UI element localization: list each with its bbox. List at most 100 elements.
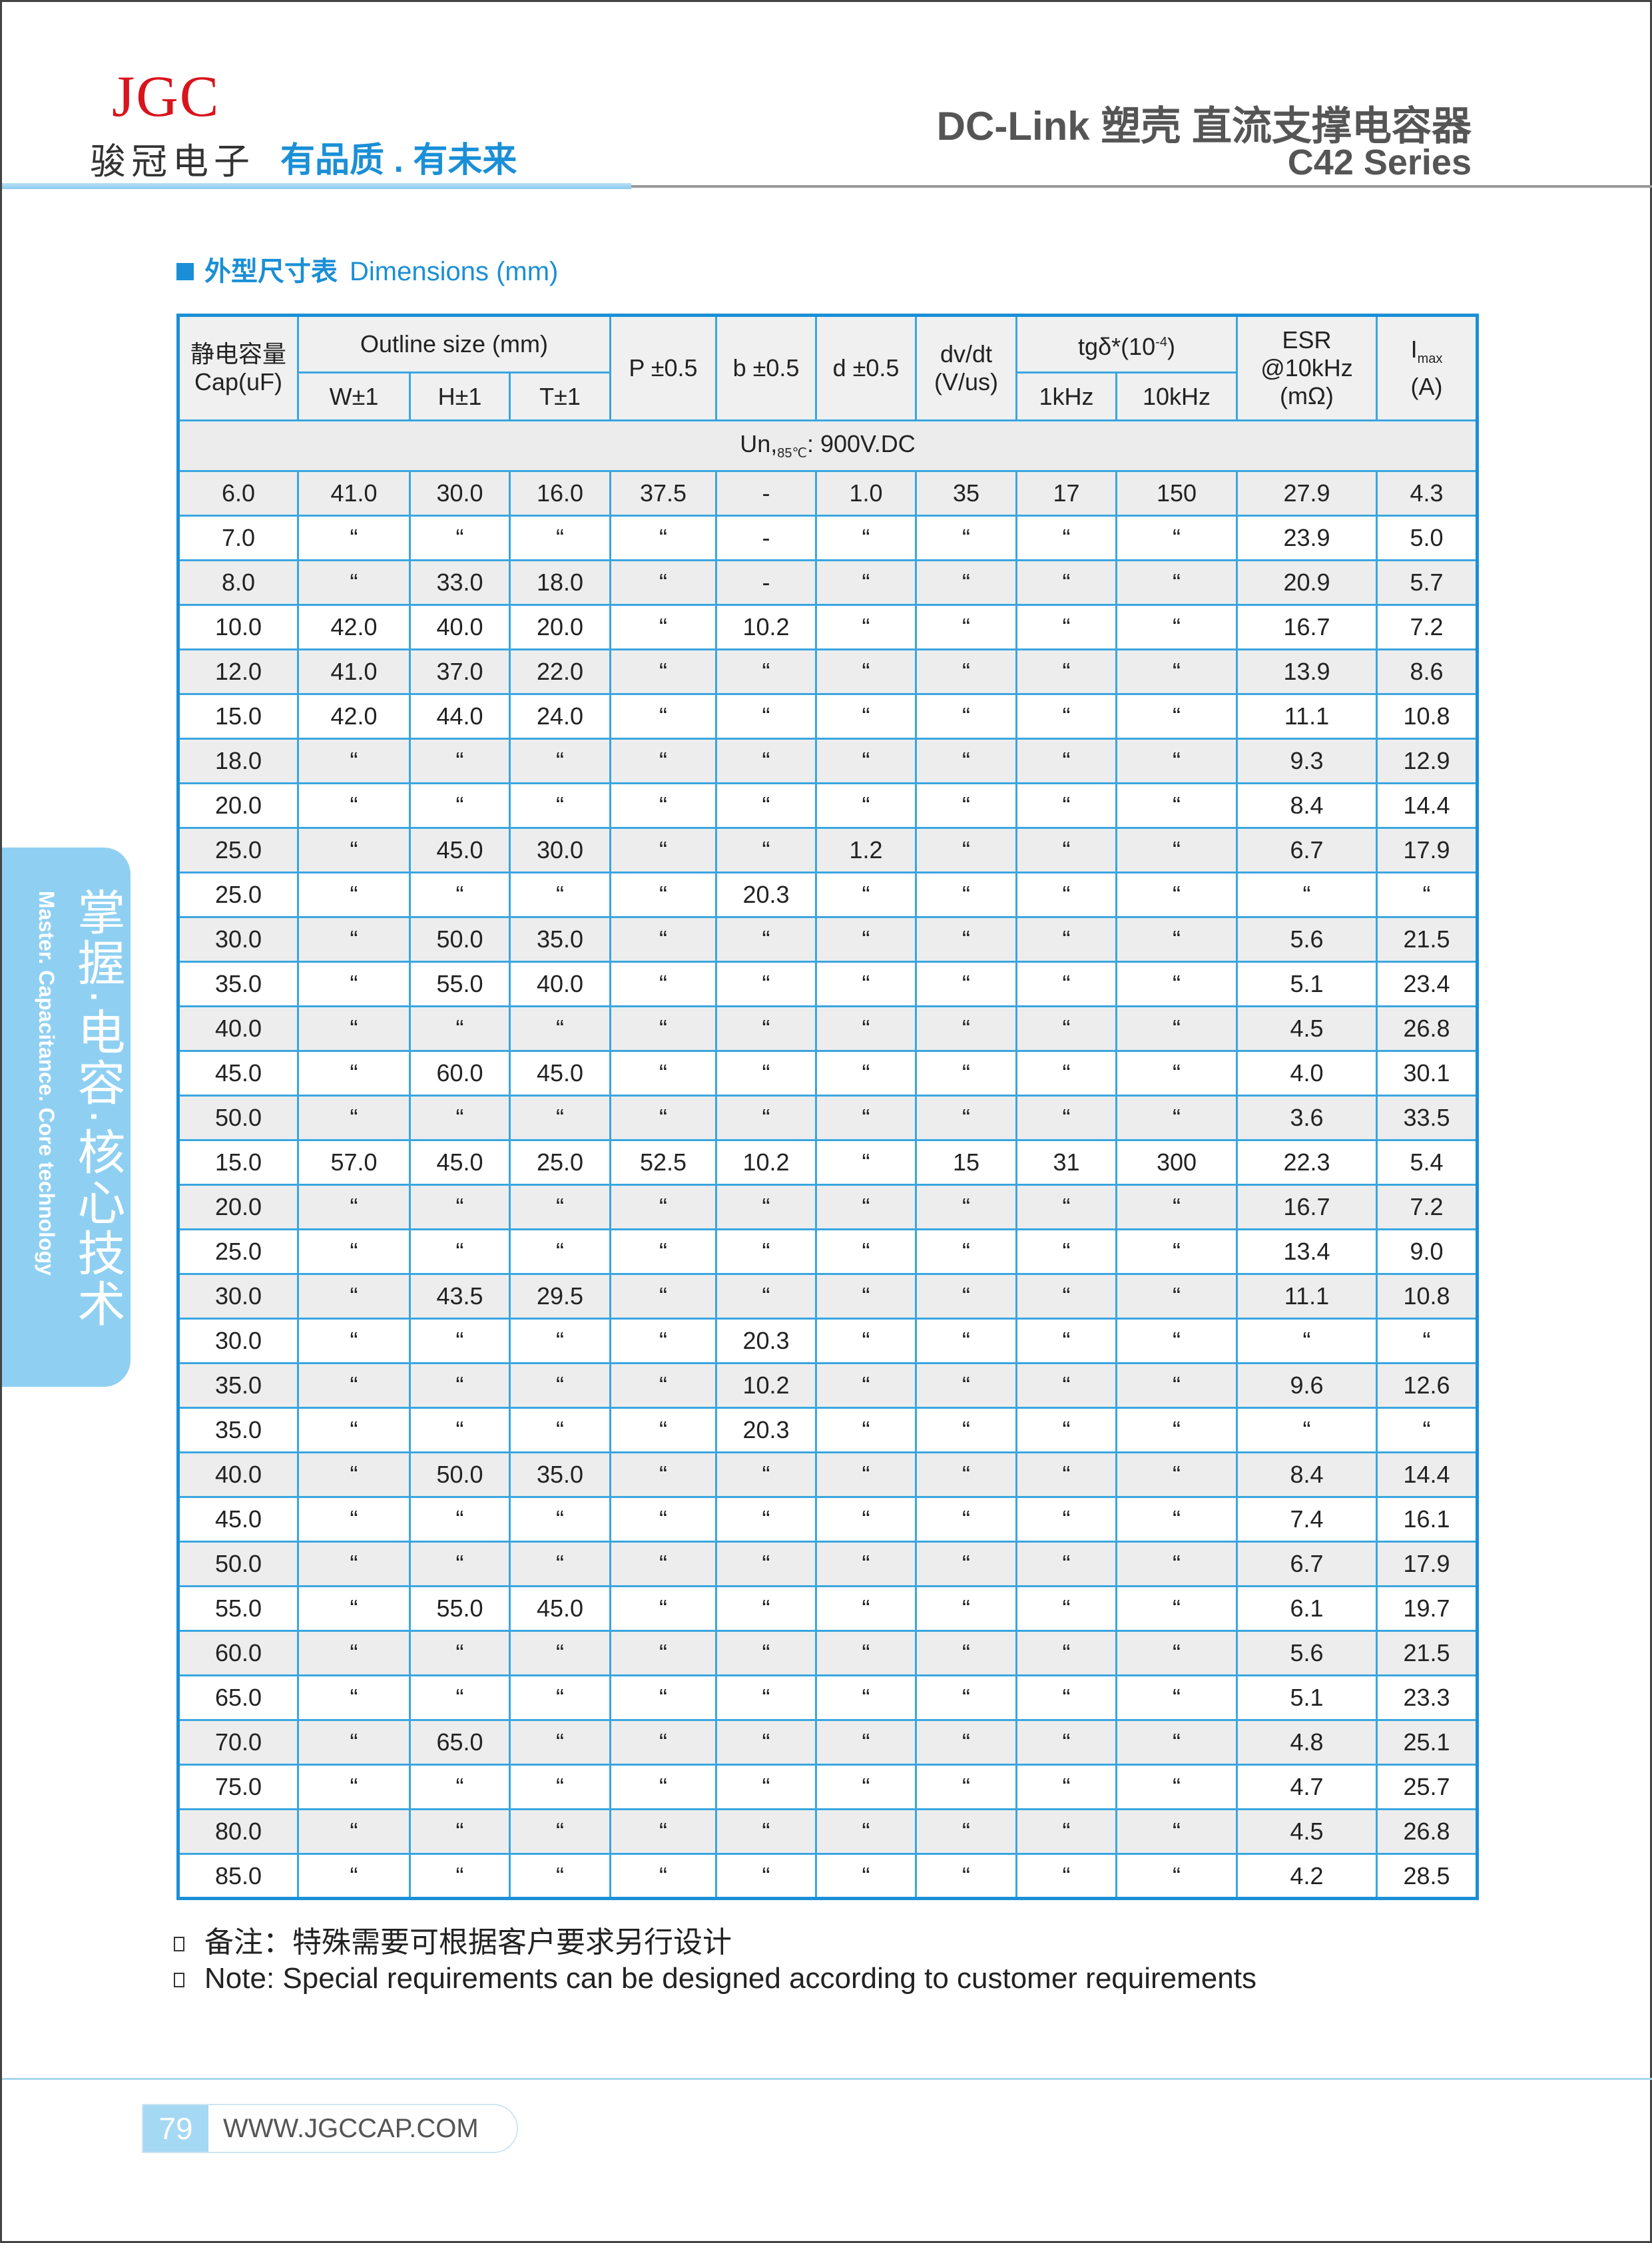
table-cell: “ bbox=[915, 1005, 1017, 1052]
table-cell: “ bbox=[915, 1273, 1017, 1320]
table-cell: “ bbox=[1236, 1318, 1378, 1364]
table-cell: “ bbox=[1115, 1184, 1238, 1230]
table-cell: 22.0 bbox=[509, 648, 611, 695]
table-cell: “ bbox=[609, 961, 717, 1007]
website-link[interactable]: WWW.JGCCAP.COM bbox=[223, 2113, 479, 2143]
table-cell: 25.0 bbox=[177, 872, 299, 918]
table-cell: “ bbox=[409, 1496, 511, 1543]
table-cell: 35 bbox=[915, 470, 1017, 517]
table-cell: “ bbox=[915, 1853, 1017, 1899]
table-cell: 45.0 bbox=[509, 1050, 611, 1097]
table-cell: “ bbox=[1115, 1095, 1238, 1141]
table-row: 25.0 ““““20.3 ““““““ bbox=[177, 872, 1478, 918]
table-cell: 5.6 bbox=[1236, 916, 1378, 963]
table-cell: “ bbox=[1115, 1228, 1238, 1275]
table-cell: 7.2 bbox=[1376, 604, 1478, 650]
table-cell: 41.0 bbox=[297, 648, 411, 695]
table-cell: “ bbox=[915, 1095, 1017, 1141]
table-cell: “ bbox=[1015, 872, 1117, 918]
table-cell: 18.0 bbox=[177, 738, 299, 784]
table-cell: “ bbox=[609, 916, 717, 963]
table-cell: “ bbox=[609, 515, 717, 561]
table-cell: “ bbox=[509, 515, 611, 561]
table-cell: 37.5 bbox=[609, 470, 717, 517]
table-row: 45.0 “60.0 45.0 ““““““4.0 30.1 bbox=[177, 1050, 1478, 1097]
table-cell: “ bbox=[297, 1674, 411, 1721]
table-cell: 4.5 bbox=[1236, 1005, 1378, 1052]
table-cell: 20.0 bbox=[177, 1184, 299, 1230]
table-cell: “ bbox=[915, 1050, 1017, 1097]
table-cell: “ bbox=[297, 782, 411, 829]
table-cell: 4.8 bbox=[1236, 1719, 1378, 1766]
table-cell: “ bbox=[409, 1362, 511, 1409]
table-cell: 65.0 bbox=[409, 1719, 511, 1766]
table-cell: “ bbox=[915, 872, 1017, 918]
table-cell: “ bbox=[509, 1005, 611, 1052]
table-cell: 25.0 bbox=[177, 1228, 299, 1275]
table-cell: 15 bbox=[915, 1139, 1017, 1186]
table-cell: 70.0 bbox=[177, 1719, 299, 1766]
table-cell: - bbox=[715, 515, 817, 561]
table-cell: “ bbox=[509, 1184, 611, 1230]
table-cell: “ bbox=[815, 1719, 917, 1766]
table-cell: “ bbox=[1015, 559, 1117, 606]
table-row: 7.0 ““““- ““““23.9 5.0 bbox=[177, 515, 1478, 561]
table-cell: “ bbox=[609, 1273, 717, 1320]
side-tab-cn: 掌握·电容·核心技术 bbox=[70, 887, 123, 1330]
table-cell: 23.3 bbox=[1376, 1674, 1478, 1721]
table-cell: 30.1 bbox=[1376, 1050, 1478, 1097]
table-cell: “ bbox=[915, 648, 1017, 695]
table-cell: “ bbox=[715, 1808, 817, 1855]
table-cell: 55.0 bbox=[409, 1585, 511, 1632]
table-row: 15.0 42.0 44.0 24.0 ““““““11.1 10.8 bbox=[177, 693, 1478, 740]
table-cell: 30.0 bbox=[409, 470, 511, 517]
table-cell: 42.0 bbox=[297, 604, 411, 650]
table-cell: “ bbox=[1115, 1451, 1238, 1498]
table-cell: “ bbox=[1015, 827, 1117, 873]
table-cell: “ bbox=[1015, 1005, 1117, 1052]
table-cell: 22.3 bbox=[1236, 1139, 1378, 1186]
table-cell: 10.0 bbox=[177, 604, 299, 650]
table-cell: “ bbox=[409, 1764, 511, 1810]
section-title-cn: 外型尺寸表 bbox=[204, 257, 338, 286]
table-row: 25.0 “““““““““13.4 9.0 bbox=[177, 1228, 1478, 1275]
table-cell: “ bbox=[915, 827, 1017, 873]
table-cell: 5.1 bbox=[1236, 961, 1378, 1007]
table-cell: “ bbox=[409, 738, 511, 784]
table-cell: “ bbox=[915, 1407, 1017, 1453]
table-cell: 9.3 bbox=[1236, 738, 1378, 784]
table-cell: “ bbox=[915, 738, 1017, 784]
table-row: 35.0 ““““10.2 ““““9.6 12.6 bbox=[177, 1362, 1478, 1409]
checkbox-icon bbox=[174, 1937, 184, 1952]
footer: 79 WWW.JGCCAP.COM bbox=[142, 2104, 518, 2153]
table-cell: 17.9 bbox=[1376, 827, 1478, 873]
table-cell: 16.7 bbox=[1236, 1184, 1378, 1230]
table-cell: “ bbox=[1015, 1764, 1117, 1810]
table-cell: “ bbox=[715, 1095, 817, 1141]
table-cell: “ bbox=[815, 1407, 917, 1453]
table-row: 50.0 “““““““““6.7 17.9 bbox=[177, 1541, 1478, 1587]
table-cell: “ bbox=[509, 1407, 611, 1453]
table-cell: “ bbox=[297, 1585, 411, 1632]
table-cell: 45.0 bbox=[509, 1585, 611, 1632]
table-row: 80.0 “““““““““4.5 26.8 bbox=[177, 1808, 1478, 1855]
table-cell: “ bbox=[815, 1139, 917, 1186]
table-cell: “ bbox=[915, 782, 1017, 829]
table-cell: 20.0 bbox=[509, 604, 611, 650]
table-cell: “ bbox=[915, 1630, 1017, 1676]
table-cell: “ bbox=[297, 1853, 411, 1899]
table-cell: “ bbox=[715, 1674, 817, 1721]
table-cell: “ bbox=[915, 1764, 1017, 1810]
table-cell: “ bbox=[609, 738, 717, 784]
table-cell: “ bbox=[297, 1050, 411, 1097]
table-cell: 10.2 bbox=[715, 1139, 817, 1186]
table-cell: “ bbox=[1115, 1050, 1238, 1097]
table-cell: “ bbox=[715, 1585, 817, 1632]
table-cell: “ bbox=[1115, 1318, 1238, 1364]
table-cell: “ bbox=[1015, 1273, 1117, 1320]
table-cell: 15.0 bbox=[177, 693, 299, 740]
table-cell: 50.0 bbox=[409, 916, 511, 963]
table-cell: 42.0 bbox=[297, 693, 411, 740]
table-cell: “ bbox=[1015, 961, 1117, 1007]
table-cell: 4.3 bbox=[1376, 470, 1478, 517]
